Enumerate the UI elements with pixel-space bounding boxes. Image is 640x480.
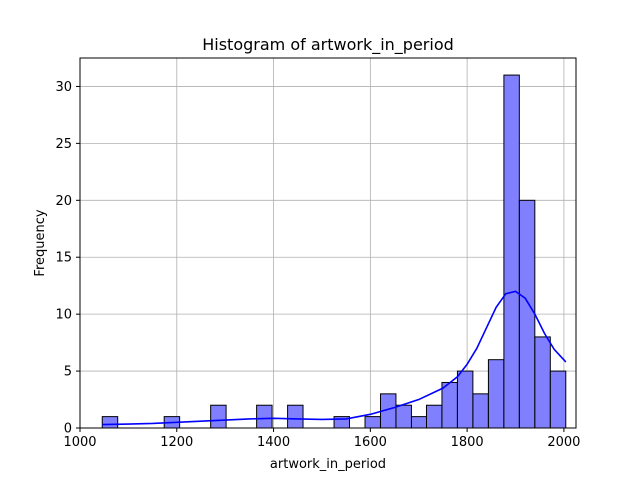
y-tick-label: 15 [55, 251, 72, 266]
histogram-bar [395, 404, 412, 429]
x-tick-label: 1800 [451, 435, 484, 450]
histogram-bar [518, 199, 536, 429]
x-axis-label: artwork_in_period [270, 457, 386, 472]
histogram-bar [487, 359, 505, 429]
histogram-bar [210, 404, 227, 429]
x-tick-label: 2000 [547, 435, 580, 450]
y-tick-label: 20 [55, 194, 72, 209]
histogram-bar [410, 416, 428, 429]
histogram-bar [503, 74, 520, 429]
histogram-bar [534, 336, 551, 429]
y-axis-ticks: 0 5 10 15 20 25 30 [55, 80, 80, 437]
plot-area-frame [79, 57, 577, 429]
y-tick-label: 10 [55, 308, 72, 323]
x-tick-label: 1200 [160, 435, 193, 450]
y-tick-label: 25 [55, 137, 72, 152]
histogram-bar [256, 404, 273, 429]
histogram-bar [287, 404, 304, 429]
chart-title: Histogram of artwork_in_period [202, 35, 454, 55]
grid-lines [79, 58, 576, 429]
histogram-bar [456, 370, 474, 429]
histogram-bar [425, 404, 443, 429]
x-axis-ticks: 1000 1200 1400 1600 1800 2000 [63, 428, 580, 450]
y-tick-label: 0 [64, 422, 72, 437]
x-tick-label: 1600 [354, 435, 387, 450]
y-tick-label: 30 [55, 80, 72, 95]
histogram-bar [549, 370, 567, 429]
x-tick-label: 1000 [63, 435, 96, 450]
kde-curve-layer [102, 290, 567, 426]
y-tick-label: 5 [64, 365, 72, 380]
y-axis-label: Frequency [33, 209, 48, 276]
x-tick-label: 1400 [257, 435, 290, 450]
histogram-bar [472, 393, 489, 429]
histogram-bar [101, 416, 119, 429]
kde-curve [102, 290, 567, 426]
histogram-bar [441, 381, 458, 429]
histogram-bar [364, 416, 381, 429]
